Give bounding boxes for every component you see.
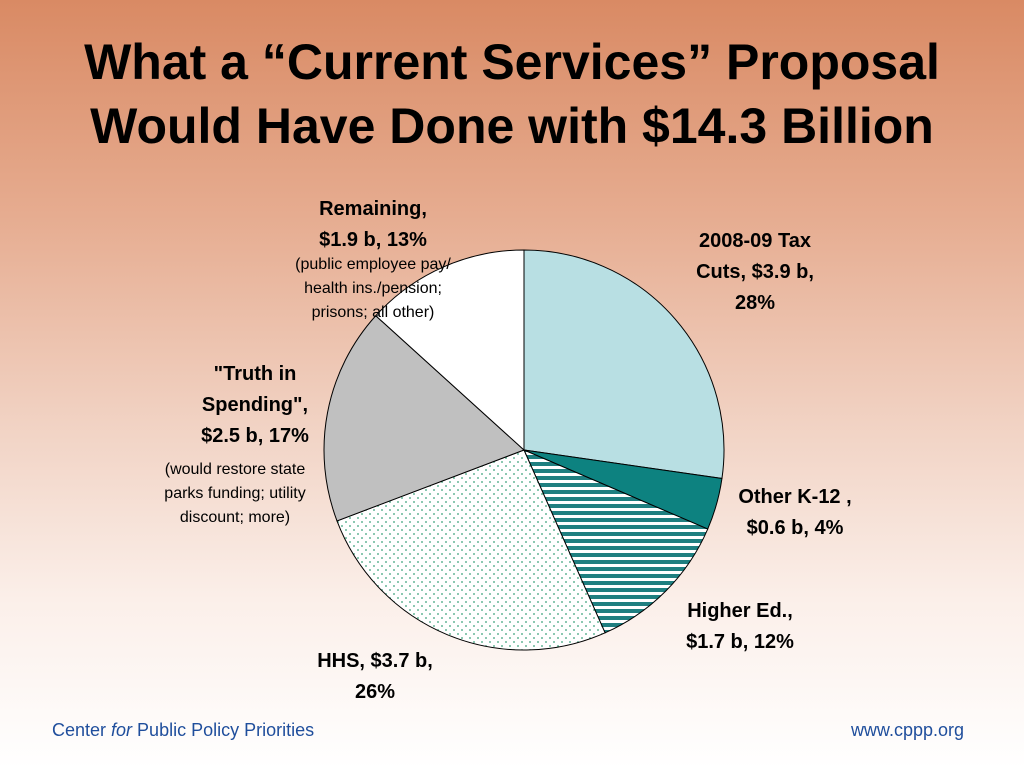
slice-label-line: $1.7 b, 12% <box>686 631 794 653</box>
slice-label-line: 28% <box>734 292 776 314</box>
slice-note-line: discount; more) <box>179 509 291 526</box>
slice-label-tax-cuts: 2008-09 Tax Cuts, $3.9 b, 28% <box>660 226 850 319</box>
slice-label-line: HHS, $3.7 b, <box>317 650 433 672</box>
slice-note-line: prisons; all other) <box>311 304 435 321</box>
slice-label-line: Higher Ed., <box>687 600 793 622</box>
chart-title: What a “Current Services” Proposal Would… <box>0 30 1024 158</box>
chart-title-line-2: Would Have Done with $14.3 Billion <box>90 98 934 154</box>
slice-note-line: (public employee pay/ <box>295 256 451 273</box>
footer-org-post: Public Policy Priorities <box>132 720 315 740</box>
slice-label-line: 2008-09 Tax <box>699 230 811 252</box>
footer-org-pre: Center <box>52 720 112 740</box>
slice-label-line: Cuts, $3.9 b, <box>696 261 814 283</box>
slice-label-line: $2.5 b, 17% <box>201 425 309 447</box>
slice-label-higher-ed: Higher Ed., $1.7 b, 12% <box>645 596 835 658</box>
slice-label-other-k12: Other K-12 , $0.6 b, 4% <box>700 482 890 544</box>
slice-note-line: (would restore state <box>164 461 306 478</box>
slice-note-remaining: (public employee pay/ health ins./pensio… <box>273 253 473 325</box>
slice-label-line: 26% <box>354 681 396 703</box>
pie-slice-hhs <box>336 449 606 651</box>
slice-label-line: Spending", <box>201 394 309 416</box>
slice-label-line: Remaining, <box>319 198 427 220</box>
footer-website: www.cppp.org <box>850 720 964 740</box>
slice-note-line: parks funding; utility <box>164 485 306 502</box>
slice-label-line: $0.6 b, 4% <box>746 517 844 539</box>
chart-title-line-1: What a “Current Services” Proposal <box>84 34 940 90</box>
footer-organization: Center for Public Policy Priorities <box>52 720 314 741</box>
slice-label-line: $1.9 b, 13% <box>319 229 427 251</box>
pie-slice-highered <box>523 449 709 634</box>
slice-label-hhs: HHS, $3.7 b, 26% <box>280 646 470 708</box>
pie-slice-remaining <box>375 249 525 452</box>
slice-note-truth-in-spending: (would restore state parks funding; util… <box>135 458 335 530</box>
slice-label-truth-in-spending: "Truth in Spending", $2.5 b, 17% <box>160 359 350 452</box>
slice-note-line: health ins./pension; <box>304 280 442 297</box>
footer-org-for: for <box>111 720 133 740</box>
pie-slice-tax <box>523 249 725 480</box>
slice-label-remaining: Remaining, $1.9 b, 13% <box>278 194 468 256</box>
slice-label-line: Other K-12 , <box>738 486 852 508</box>
slice-label-line: "Truth in <box>213 363 297 385</box>
pie-slice-truth <box>323 315 525 522</box>
